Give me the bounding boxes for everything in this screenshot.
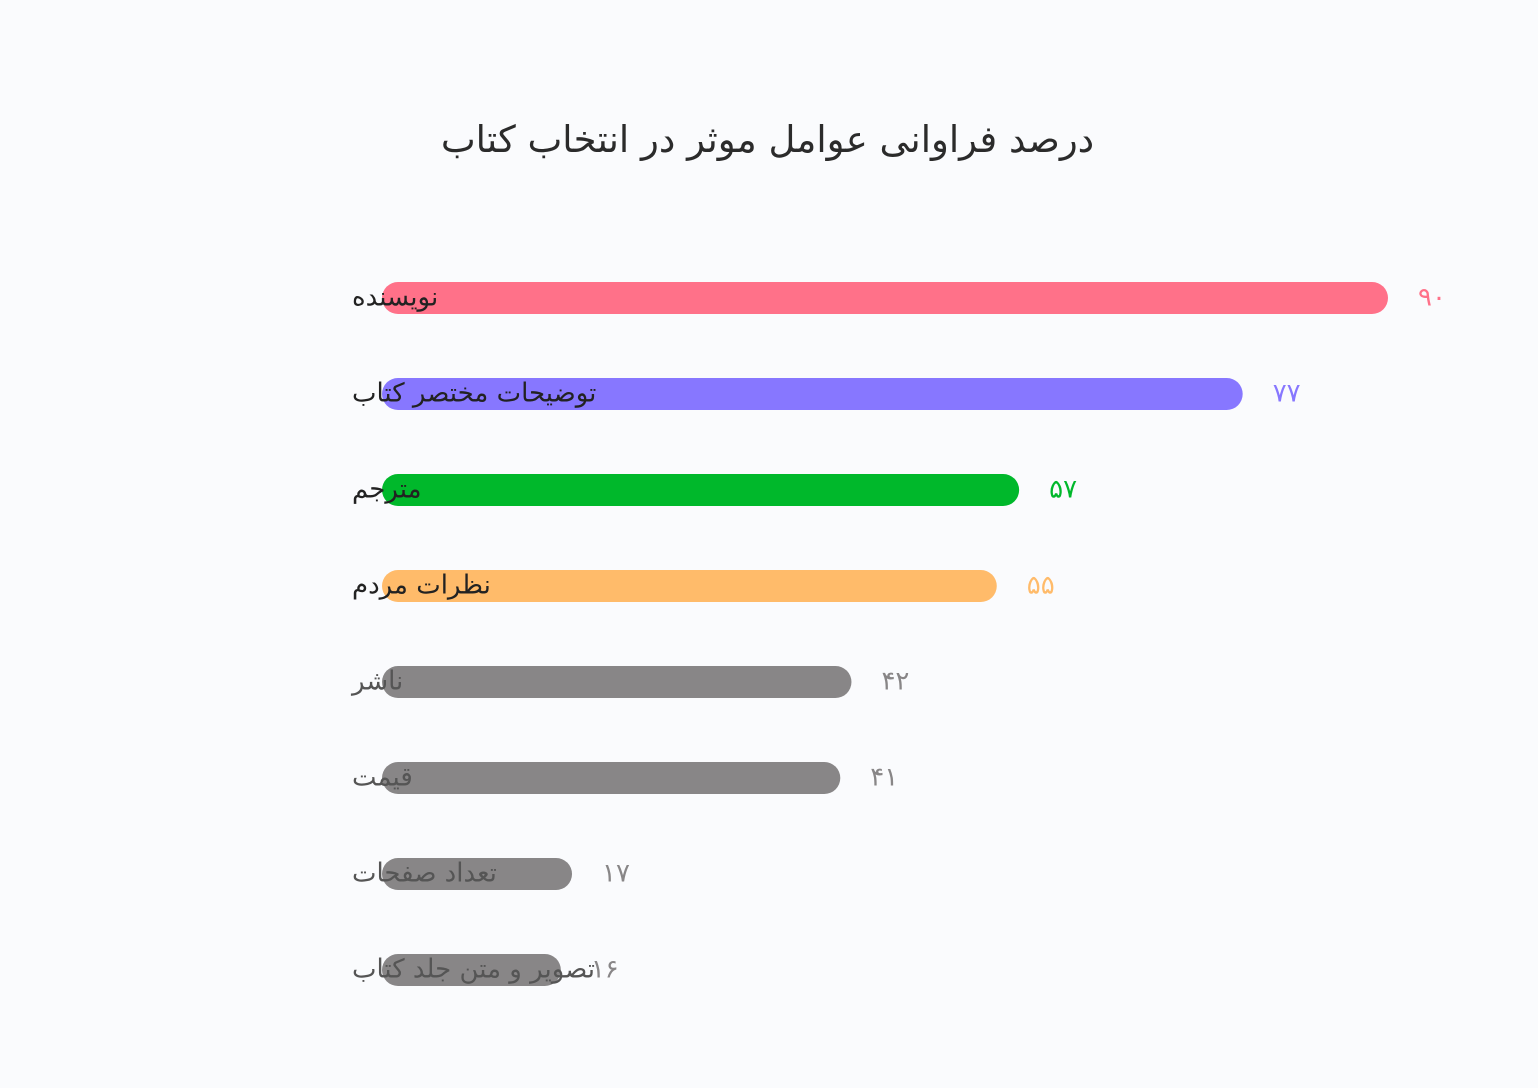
bar [382, 570, 997, 602]
bar [382, 666, 852, 698]
value-label: ۴۱ [870, 763, 898, 793]
value-label: ۱۷ [602, 859, 630, 889]
value-label: ۹۰ [1418, 283, 1446, 313]
bar [382, 954, 561, 986]
category-label: قیمت [352, 763, 413, 793]
bar [382, 858, 573, 890]
value-label: ۵۵ [1027, 571, 1055, 601]
category-label: ناشر [350, 667, 403, 697]
category-label: نویسنده [352, 283, 438, 313]
category-label: مترجم [352, 475, 422, 505]
value-label: ۱۶ [591, 955, 619, 985]
bar [382, 474, 1020, 506]
chart-title: درصد فراوانی عوامل موثر در انتخاب کتاب [440, 118, 1095, 161]
value-label: ۴۲ [881, 667, 909, 697]
category-label: تعداد صفحات [352, 859, 497, 889]
bar [382, 282, 1388, 314]
category-label: نظرات مردم [352, 571, 491, 601]
value-label: ۵۷ [1049, 475, 1077, 505]
value-label: ۷۷ [1273, 379, 1301, 409]
bar [382, 378, 1243, 410]
bar [382, 762, 841, 794]
category-label: تصویر و متن جلد کتاب [352, 955, 595, 985]
category-label: توضیحات مختصر کتاب [352, 379, 596, 409]
